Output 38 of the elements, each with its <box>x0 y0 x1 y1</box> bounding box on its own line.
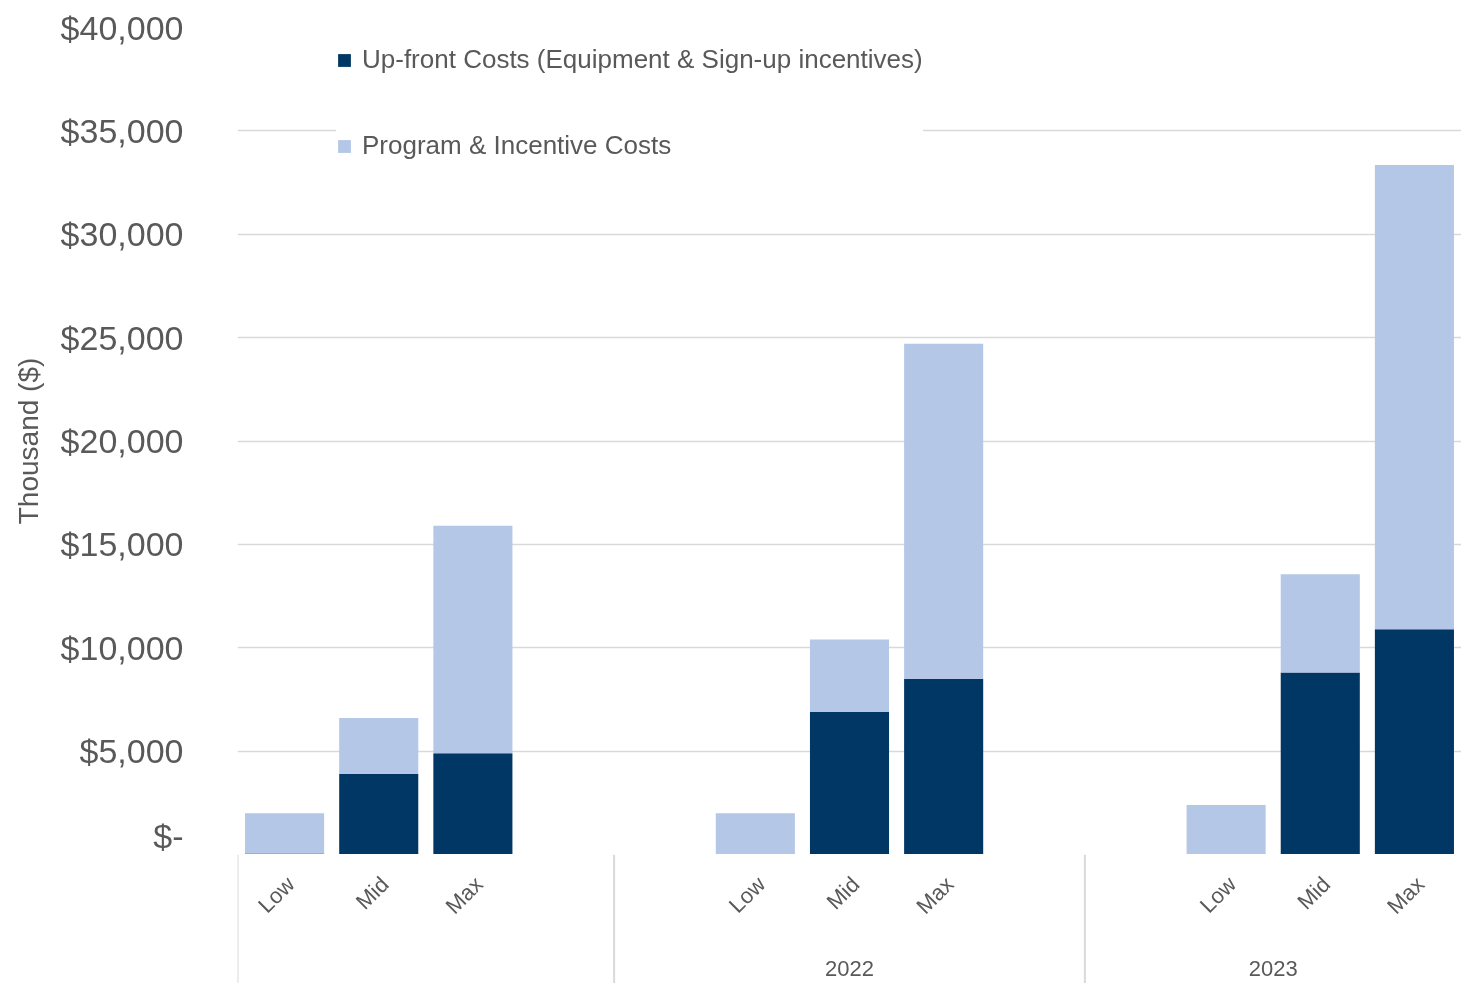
y-tick-label: $- <box>153 816 184 855</box>
bar <box>809 711 890 854</box>
bar <box>245 813 325 854</box>
x-tick-label: Max <box>911 871 959 919</box>
bar <box>433 753 513 854</box>
y-tick-label: $40,000 <box>60 8 184 47</box>
bar <box>809 639 890 712</box>
y-axis-title: Thousand ($) <box>12 357 44 525</box>
x-tick-label: Mid <box>821 871 865 915</box>
y-tick-label: $20,000 <box>60 422 184 460</box>
x-tick-label: Low <box>1194 871 1242 918</box>
bar <box>715 813 795 854</box>
y-tick-label: $5,000 <box>79 732 184 771</box>
y-tick-label: $30,000 <box>60 215 184 254</box>
x-tick-label: Mid <box>350 871 394 915</box>
bar <box>339 718 419 774</box>
x-tick-label: Low <box>723 871 771 918</box>
x-tick-label: Low <box>253 871 300 918</box>
y-tick-label: $35,000 <box>60 111 184 150</box>
legend-label: Program & Incentive Costs <box>362 130 672 161</box>
x-tick-label: Max <box>440 871 488 919</box>
y-tick-label: $10,000 <box>60 628 184 667</box>
bar <box>904 343 984 679</box>
bar <box>433 525 513 754</box>
text: 2022 <box>825 956 874 981</box>
y-tick-label: $25,000 <box>60 318 184 357</box>
y-tick-label: $15,000 <box>60 525 184 564</box>
bar <box>1374 629 1454 854</box>
bar <box>1186 804 1266 854</box>
bar <box>1280 574 1360 673</box>
bar <box>904 678 984 854</box>
x-tick-label: Mid <box>1292 871 1336 915</box>
legend-label: Up-front Costs (Equipment & Sign-up incentives) <box>362 44 923 75</box>
bar <box>339 773 419 854</box>
x-tick-label: Max <box>1382 871 1430 919</box>
bar <box>1374 164 1454 630</box>
bar <box>1280 672 1360 854</box>
text: 2023 <box>1248 956 1298 981</box>
